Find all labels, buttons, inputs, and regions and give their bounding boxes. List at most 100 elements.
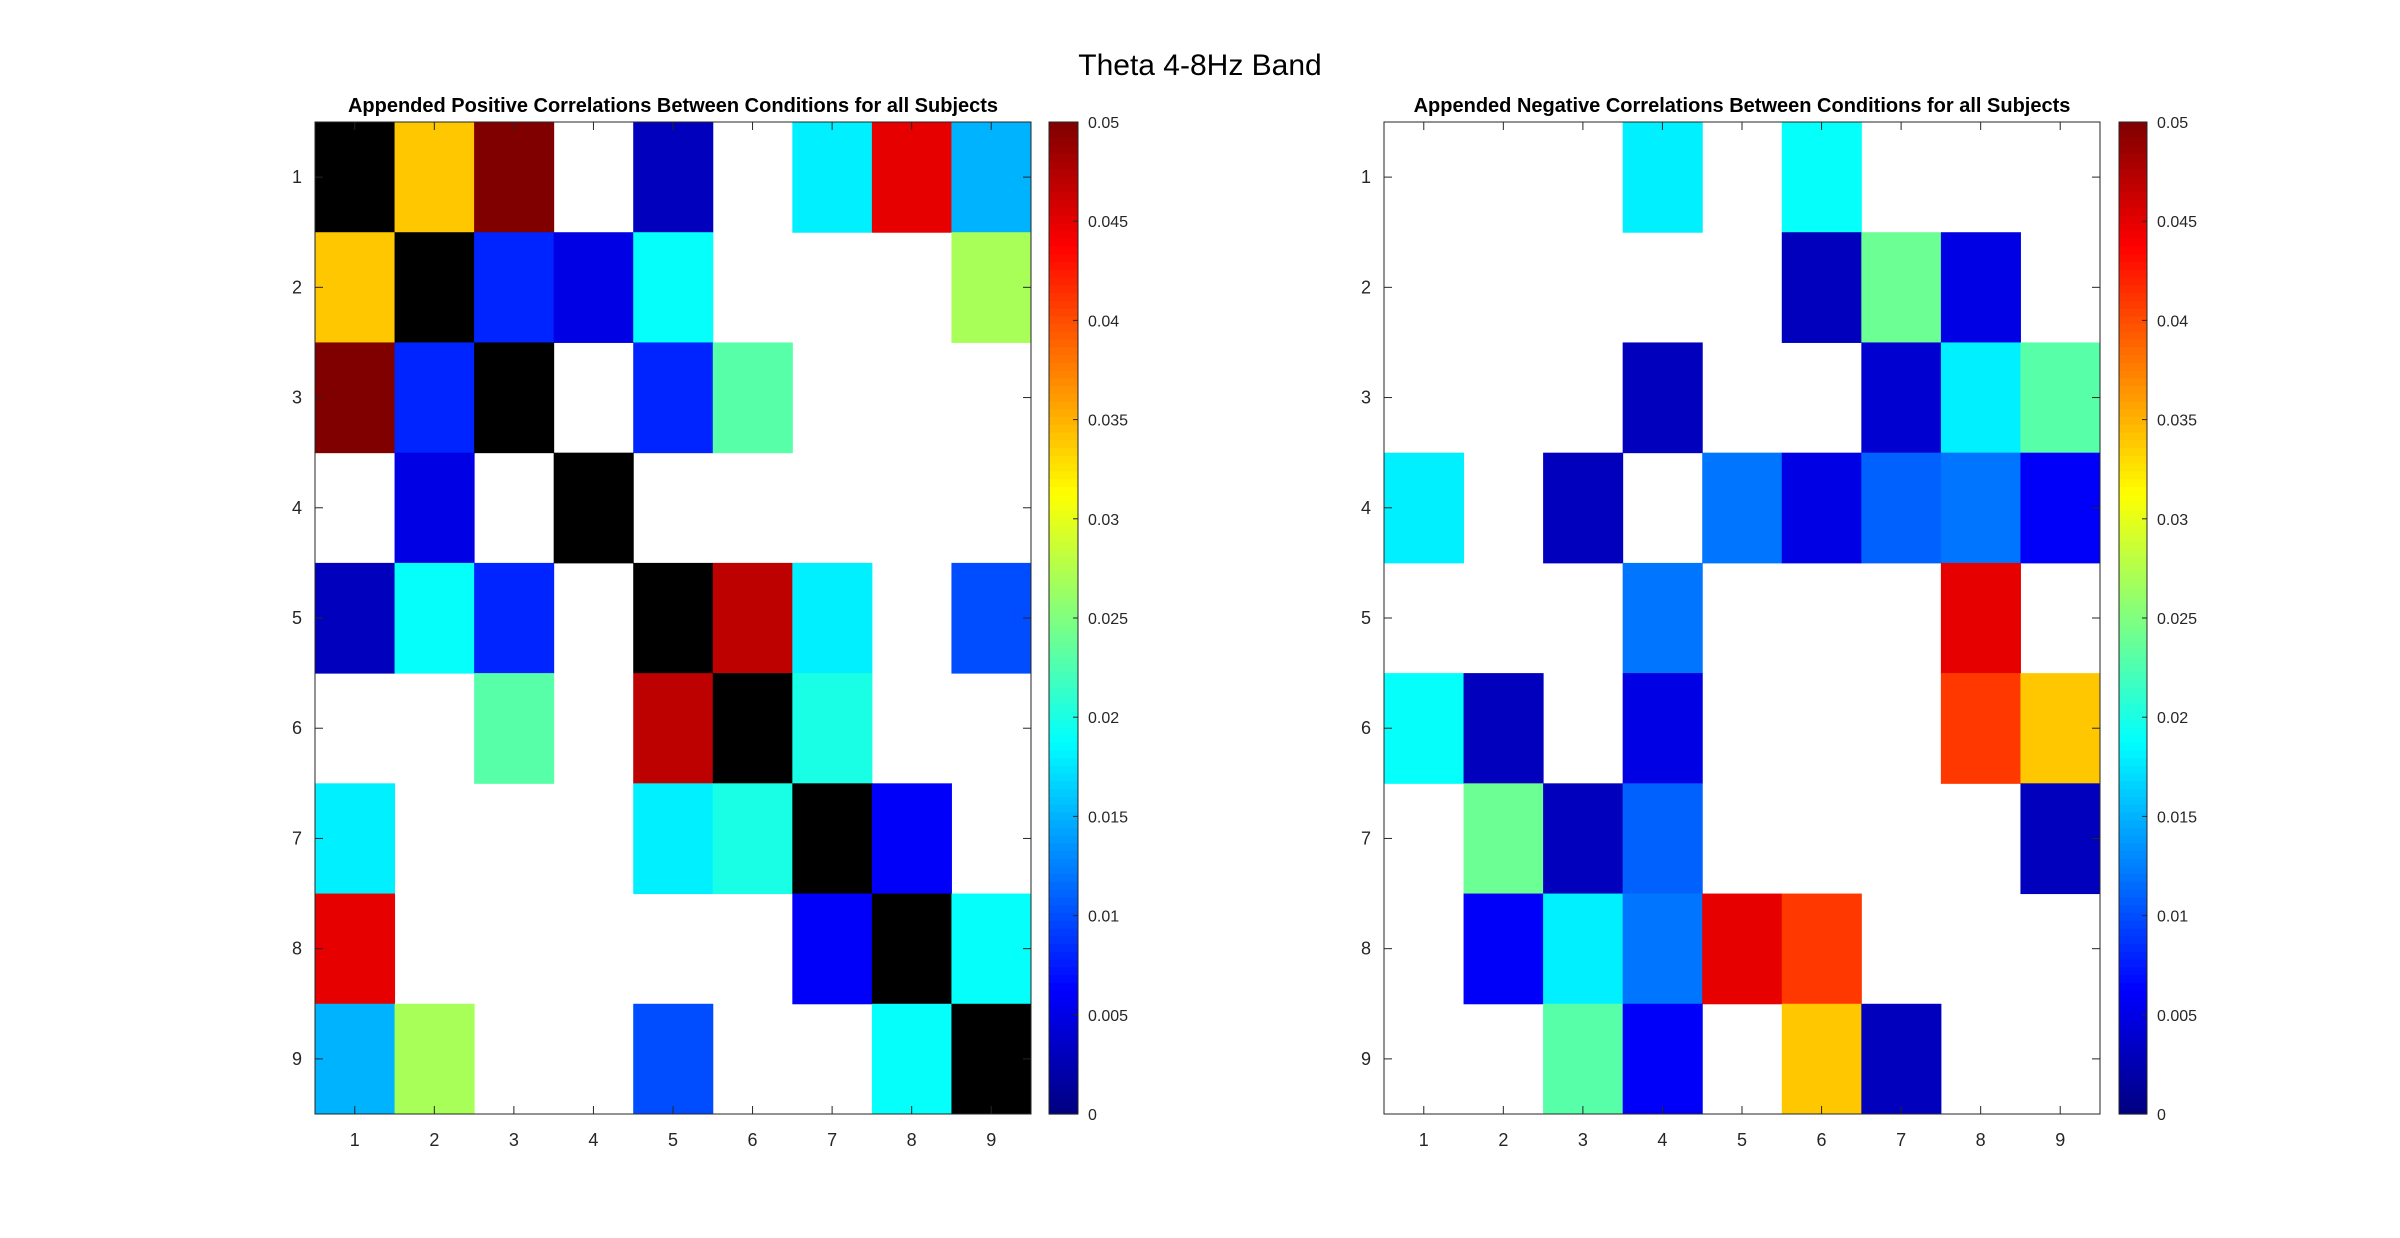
y-tick-label: 7 — [1361, 828, 1371, 848]
heatmap-cell-r4-c8 — [1940, 452, 2021, 564]
colorbar-strip — [1049, 842, 1078, 852]
colorbar-strip — [1049, 478, 1078, 487]
colorbar-strip — [2119, 486, 2147, 495]
colorbar-strip — [2119, 858, 2147, 867]
y-tick-label: 3 — [292, 388, 302, 408]
colorbar-strip — [2119, 215, 2147, 224]
colorbar-strip — [2119, 517, 2147, 526]
heatmap-cell-r5-c1 — [315, 562, 396, 674]
colorbar-strip — [1049, 385, 1078, 394]
colorbar-strip — [1049, 1059, 1078, 1069]
y-tick-label: 4 — [292, 498, 302, 518]
heatmap-cell-r6-c8 — [1940, 673, 2021, 784]
colorbar-tick-label: 0.03 — [2157, 512, 2188, 529]
colorbar-strip — [1049, 625, 1078, 635]
colorbar-strip — [2119, 385, 2147, 394]
heatmap-cell-r2-c9 — [951, 232, 1032, 343]
colorbar-strip — [2119, 362, 2147, 371]
colorbar-strip — [2119, 850, 2147, 859]
colorbar-strip — [2119, 145, 2147, 154]
colorbar-strip — [1049, 990, 1078, 999]
colorbar-strip — [1049, 168, 1078, 177]
colorbar-strip — [1049, 904, 1078, 914]
colorbar-strip — [2119, 1005, 2147, 1014]
colorbar-strip — [2119, 904, 2147, 914]
colorbar-strip — [1049, 277, 1078, 286]
colorbar-strip — [2119, 269, 2147, 278]
colorbar-strip — [1049, 1013, 1078, 1022]
colorbar-strip — [2119, 680, 2147, 689]
heatmap-cells-positive — [315, 122, 1032, 1115]
heatmap-panel-positive: Appended Positive Correlations Between C… — [292, 95, 1128, 1150]
heatmap-cell-r7-c7 — [792, 783, 873, 895]
colorbar-positive: 0 0.005 0.01 0.015 0.02 0.025 0.03 0.035 0.04 0.0… — [1048, 115, 1128, 1124]
heatmap-cell-r3-c6 — [712, 342, 793, 454]
colorbar-strip — [2119, 540, 2147, 549]
heatmap-cell-r8-c4 — [1622, 893, 1703, 1005]
colorbar-strip — [2119, 602, 2147, 611]
colorbar-strip — [1049, 447, 1078, 456]
colorbar-strip — [1049, 974, 1078, 983]
colorbar-strip — [2119, 734, 2147, 743]
colorbar-strip — [2119, 346, 2147, 356]
heatmap-cell-r6-c4 — [1622, 673, 1703, 784]
colorbar-strip — [1049, 749, 1078, 759]
colorbar-strip — [1049, 176, 1078, 185]
heatmap-cell-r3-c3 — [474, 342, 555, 454]
colorbar-strip — [2119, 230, 2147, 239]
y-tick-label: 3 — [1361, 388, 1371, 408]
colorbar-strip — [2119, 649, 2147, 658]
colorbar-tick-label: 0.005 — [1088, 1008, 1128, 1025]
colorbar-strip — [2119, 819, 2147, 828]
colorbar-strip — [2119, 788, 2147, 797]
colorbar-strip — [2119, 897, 2147, 906]
heatmap-cell-r7-c1 — [315, 783, 396, 895]
colorbar-strip — [1049, 718, 1078, 728]
heatmap-title-positive: Appended Positive Correlations Between C… — [348, 95, 998, 117]
colorbar-strip — [2119, 757, 2147, 766]
x-tick-label: 8 — [907, 1130, 917, 1150]
colorbar-strip — [1049, 439, 1078, 449]
heatmap-cell-r7-c9 — [2020, 783, 2101, 895]
colorbar-strip — [1049, 269, 1078, 278]
colorbar-strip — [2119, 641, 2147, 650]
heatmap-cell-r9-c9 — [951, 1003, 1032, 1115]
colorbar-strip — [2119, 439, 2147, 449]
colorbar-strip — [1049, 889, 1078, 898]
colorbar-strip — [2119, 331, 2147, 340]
colorbar-strip — [1049, 207, 1078, 216]
x-tick-label: 6 — [1817, 1130, 1827, 1150]
colorbar-tick-label: 0.015 — [1088, 809, 1128, 826]
x-tick-label: 9 — [2055, 1130, 2065, 1150]
x-tick-label: 5 — [668, 1130, 678, 1150]
heatmap-cell-r5-c3 — [474, 562, 555, 674]
colorbar-strip — [2119, 1052, 2147, 1061]
x-tick-label: 7 — [1896, 1130, 1906, 1150]
colorbar-strip — [2119, 525, 2147, 534]
x-tick-label: 3 — [1578, 1130, 1588, 1150]
colorbar-strip — [1049, 982, 1078, 991]
heatmap-cell-r6-c6 — [712, 673, 793, 784]
colorbar-tick-label: 0 — [1088, 1107, 1097, 1124]
colorbar-strip — [1049, 796, 1078, 805]
heatmap-title-negative: Appended Negative Correlations Between C… — [1414, 95, 2071, 117]
heatmap-cell-r9-c3 — [1543, 1003, 1624, 1115]
colorbar-strip — [2119, 912, 2147, 921]
colorbar-strip — [1049, 1052, 1078, 1061]
colorbar-strip — [2119, 1106, 2147, 1115]
colorbar-strip — [2119, 835, 2147, 844]
colorbar-strip — [2119, 207, 2147, 216]
colorbar-strip — [1049, 920, 1078, 929]
heatmap-cell-r7-c3 — [1543, 783, 1624, 895]
colorbar-strip — [2119, 966, 2147, 976]
colorbar-strip — [2119, 377, 2147, 387]
colorbar-strip — [1049, 463, 1078, 472]
colorbar-strip — [1049, 525, 1078, 534]
y-tick-label: 2 — [292, 277, 302, 297]
heatmap-cell-r8-c5 — [1702, 893, 1783, 1005]
colorbar-strip — [1049, 858, 1078, 867]
heatmap-cell-r3-c7 — [1861, 342, 1942, 454]
colorbar-tick-label: 0.02 — [2157, 710, 2188, 727]
heatmap-cell-r4-c9 — [2020, 452, 2101, 564]
